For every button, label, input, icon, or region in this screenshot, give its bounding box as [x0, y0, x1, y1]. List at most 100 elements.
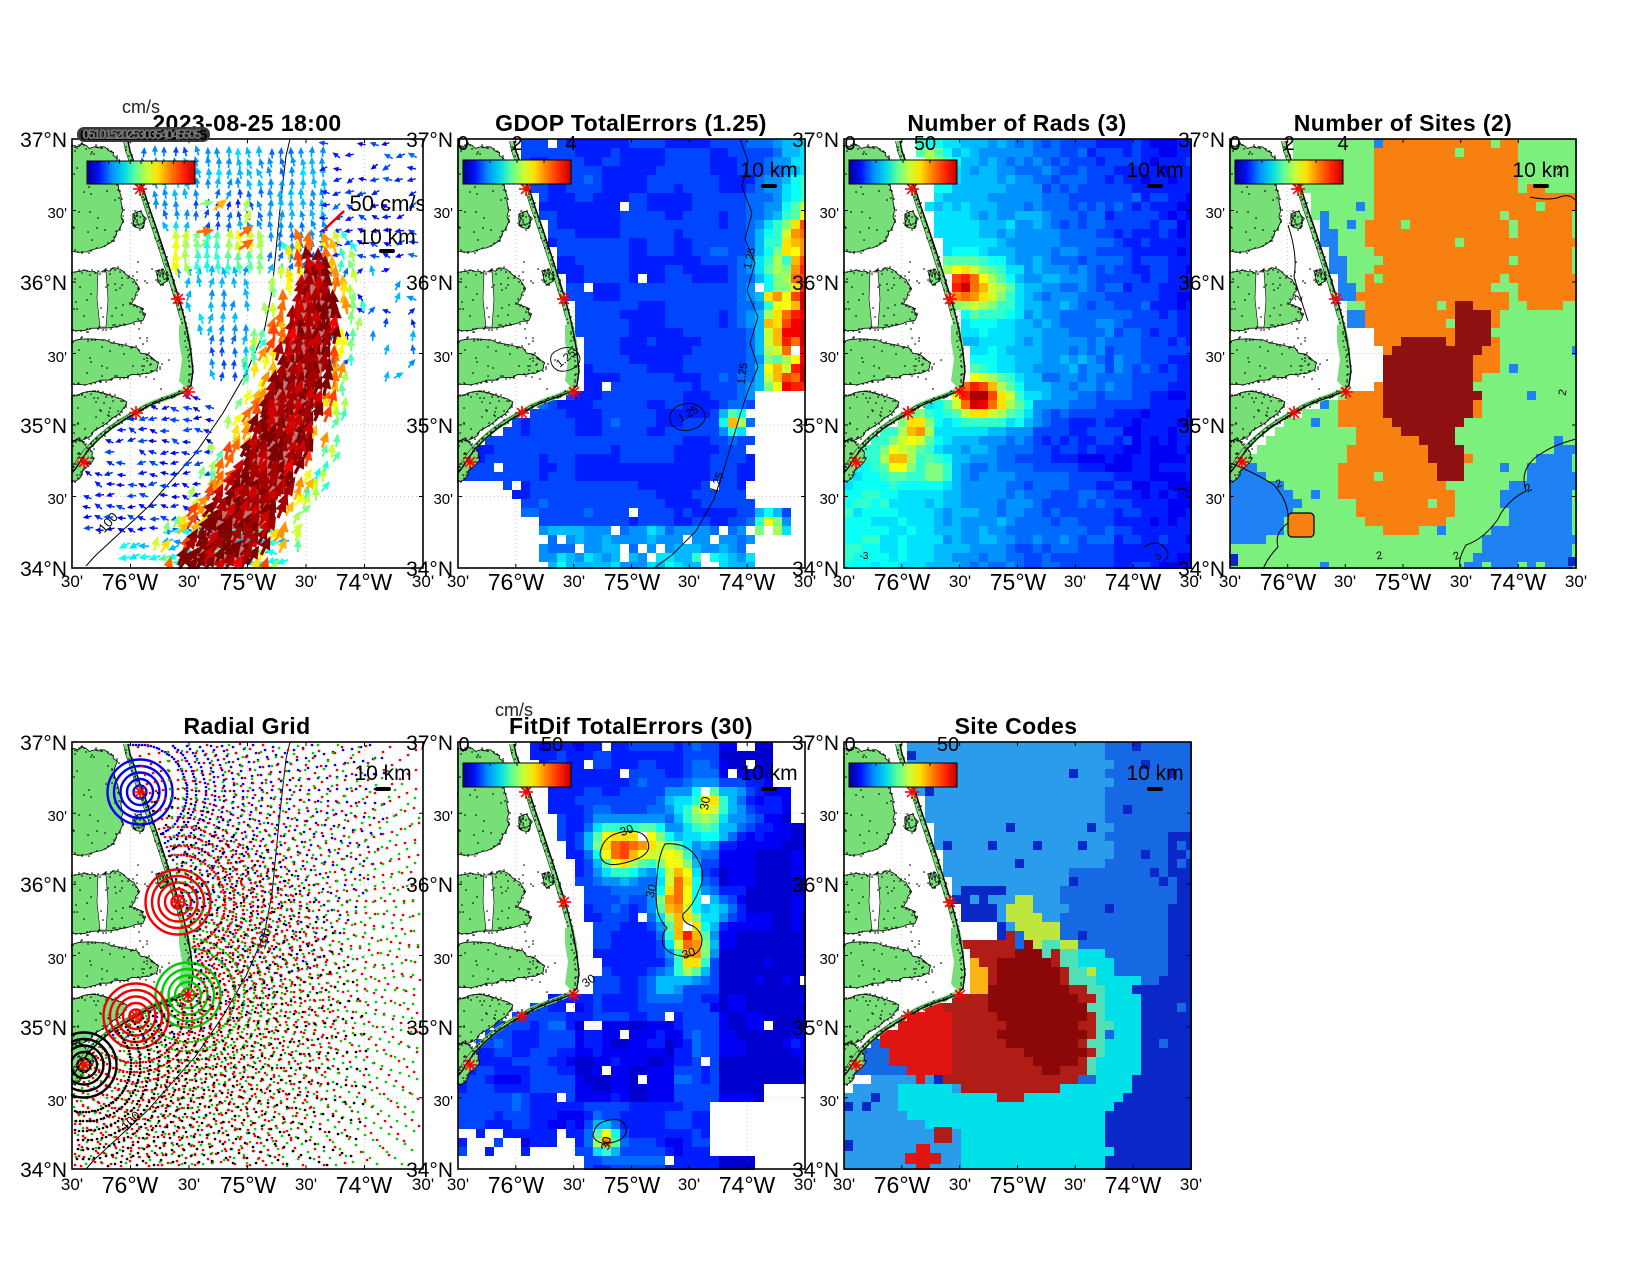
svg-text:051015202530354045505: 051015202530354045505	[82, 126, 202, 142]
svg-text:Number of Sites (2): Number of Sites (2)	[1294, 110, 1512, 136]
svg-text:10 km: 10 km	[740, 159, 797, 182]
svg-text:74°W: 74°W	[1490, 569, 1547, 595]
svg-text:30': 30'	[47, 1093, 67, 1110]
svg-text:30': 30'	[563, 572, 585, 591]
svg-text:30': 30'	[47, 491, 67, 508]
svg-text:30': 30'	[833, 1175, 855, 1194]
svg-text:30': 30'	[433, 491, 453, 508]
svg-text:30': 30'	[1205, 491, 1225, 508]
svg-text:37°N: 37°N	[20, 732, 67, 755]
svg-text:50 cm/s: 50 cm/s	[349, 191, 426, 216]
svg-text:30': 30'	[678, 1175, 700, 1194]
svg-text:2: 2	[1523, 482, 1534, 495]
svg-text:4: 4	[1337, 133, 1348, 155]
svg-text:30': 30'	[833, 572, 855, 591]
svg-text:74°W: 74°W	[1105, 569, 1162, 595]
svg-text:30': 30'	[47, 808, 67, 825]
svg-text:75°W: 75°W	[604, 569, 661, 595]
svg-text:30': 30'	[61, 572, 83, 591]
svg-text:30': 30'	[563, 1175, 585, 1194]
svg-text:36°N: 36°N	[792, 874, 839, 897]
svg-text:30': 30'	[819, 205, 839, 222]
svg-text:30': 30'	[433, 951, 453, 968]
svg-text:Site Codes: Site Codes	[955, 713, 1078, 739]
svg-text:30': 30'	[949, 1175, 971, 1194]
svg-text:35°N: 35°N	[406, 415, 453, 438]
svg-text:0: 0	[458, 734, 469, 756]
svg-text:30: 30	[598, 1135, 614, 1151]
svg-text:30': 30'	[949, 572, 971, 591]
svg-text:35°N: 35°N	[20, 415, 67, 438]
svg-text:30': 30'	[178, 1175, 200, 1194]
svg-text:30: 30	[680, 944, 698, 962]
svg-text:76°W: 76°W	[488, 569, 545, 595]
svg-text:30': 30'	[794, 572, 816, 591]
svg-text:10 km: 10 km	[740, 762, 797, 785]
svg-text:37°N: 37°N	[20, 129, 67, 152]
svg-text:1.25: 1.25	[736, 362, 751, 385]
svg-text:Radial Grid: Radial Grid	[183, 713, 310, 739]
svg-text:30': 30'	[295, 572, 317, 591]
svg-text:30': 30'	[1565, 572, 1587, 591]
svg-text:30': 30'	[61, 1175, 83, 1194]
svg-text:34°N: 34°N	[1178, 558, 1225, 581]
svg-text:051015202530354045505: 051015202530354045505	[80, 127, 207, 144]
svg-text:2: 2	[1283, 133, 1294, 155]
svg-text:36°N: 36°N	[1178, 272, 1225, 295]
svg-text:50: 50	[541, 734, 563, 756]
svg-text:75°W: 75°W	[1375, 569, 1432, 595]
svg-text:30': 30'	[447, 572, 469, 591]
svg-text:36°N: 36°N	[792, 272, 839, 295]
svg-text:30': 30'	[433, 205, 453, 222]
svg-text:30: 30	[618, 821, 636, 839]
svg-text:10 km: 10 km	[354, 762, 411, 785]
svg-text:30': 30'	[819, 349, 839, 366]
svg-text:37°N: 37°N	[406, 732, 453, 755]
svg-text:30': 30'	[1064, 1175, 1086, 1194]
svg-text:75°W: 75°W	[220, 1172, 277, 1198]
svg-text:30': 30'	[47, 205, 67, 222]
svg-text:30': 30'	[819, 951, 839, 968]
svg-text:76°W: 76°W	[874, 569, 931, 595]
svg-text:74°W: 74°W	[719, 1172, 776, 1198]
svg-text:36°N: 36°N	[20, 272, 67, 295]
svg-text:30': 30'	[178, 572, 200, 591]
svg-text:36°N: 36°N	[406, 272, 453, 295]
svg-text:0: 0	[844, 734, 855, 756]
svg-text:76°W: 76°W	[1260, 569, 1317, 595]
svg-text:74°W: 74°W	[1105, 1172, 1162, 1198]
svg-text:2: 2	[1375, 550, 1383, 563]
svg-text:2: 2	[1274, 477, 1284, 490]
svg-text:0: 0	[844, 133, 855, 155]
svg-text:30': 30'	[447, 1175, 469, 1194]
svg-text:34°N: 34°N	[406, 558, 453, 581]
svg-text:cm/s: cm/s	[122, 97, 160, 117]
svg-text:74°W: 74°W	[336, 1172, 393, 1198]
svg-text:-100: -100	[92, 509, 121, 538]
svg-text:36°N: 36°N	[20, 874, 67, 897]
svg-text:2: 2	[1451, 550, 1462, 563]
svg-text:FitDif TotalErrors (30): FitDif TotalErrors (30)	[509, 713, 753, 739]
svg-text:30': 30'	[819, 808, 839, 825]
svg-text:75°W: 75°W	[990, 569, 1047, 595]
svg-text:37°N: 37°N	[792, 129, 839, 152]
svg-text:34°N: 34°N	[20, 558, 67, 581]
svg-text:76°W: 76°W	[102, 569, 159, 595]
svg-text:75°W: 75°W	[220, 569, 277, 595]
svg-text:75°W: 75°W	[990, 1172, 1047, 1198]
svg-text:34°N: 34°N	[406, 1159, 453, 1182]
svg-text:30': 30'	[433, 1093, 453, 1110]
svg-text:50: 50	[914, 133, 936, 155]
svg-text:37°N: 37°N	[406, 129, 453, 152]
svg-text:30': 30'	[1205, 205, 1225, 222]
svg-text:30: 30	[697, 795, 713, 811]
svg-text:30': 30'	[295, 1175, 317, 1194]
svg-text:30': 30'	[678, 572, 700, 591]
svg-text:30': 30'	[412, 1175, 434, 1194]
svg-text:0: 0	[1229, 133, 1240, 155]
svg-text:36°N: 36°N	[406, 874, 453, 897]
svg-text:cm/s: cm/s	[495, 700, 533, 720]
svg-text:2: 2	[1293, 294, 1306, 302]
svg-text:4: 4	[565, 133, 576, 155]
svg-text:37°N: 37°N	[1178, 129, 1225, 152]
